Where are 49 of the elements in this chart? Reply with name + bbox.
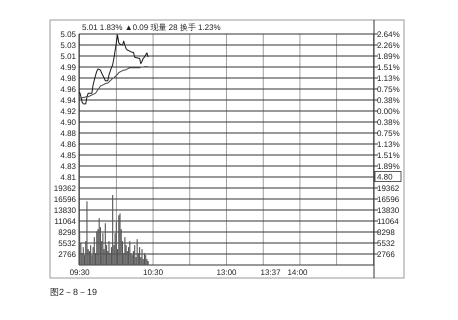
y-tick-label: 4.99: [60, 63, 77, 72]
y2-tick-label: 0.38%: [377, 96, 400, 105]
y-tick-label: 2766: [58, 250, 77, 259]
x-tick-label: 13:00: [216, 268, 238, 277]
y-tick-label: 4.83: [60, 162, 77, 171]
y-tick-label: 4.81: [60, 173, 77, 182]
y-tick-label: 4.86: [60, 140, 77, 149]
x-tick-label: 10:30: [143, 268, 164, 277]
y-tick-label: 19362: [54, 184, 77, 193]
y-tick-label: 11064: [54, 217, 77, 226]
y2-tick-label: 1.51%: [377, 62, 400, 72]
y2-tick-label: 19362: [377, 184, 400, 193]
y-tick-label: 4.92: [60, 107, 77, 116]
y2-tick-label: 0.00%: [377, 107, 400, 116]
caption: 图2－8－19: [50, 287, 98, 297]
y2-tick-label: 0.38%: [377, 118, 400, 128]
y-tick-label: 4.94: [60, 96, 77, 106]
y2-tick-label: 2.64%: [377, 30, 400, 39]
y2-tick-label: 1.89%: [377, 52, 400, 61]
y-tick-label: 4.98: [60, 74, 77, 84]
y-tick-label: 4.96: [60, 85, 77, 94]
y-tick-label: 5.05: [60, 30, 77, 40]
y2-tick-label: 11064: [377, 217, 400, 226]
y2-tick-label: 1.51%: [377, 151, 400, 160]
x-tick-label: 14:00: [287, 268, 308, 277]
y-tick-label: 4.88: [60, 129, 77, 138]
y2-tick-label: 5532: [377, 239, 396, 248]
y-tick-label: 4.90: [60, 118, 77, 127]
y-tick-label: 5.03: [60, 41, 77, 50]
y2-tick-label: 13830: [377, 206, 400, 215]
chart-title: 5.01 1.83% ▲0.09 现量 28 换手 1.23%: [82, 23, 221, 32]
x-tick-label: 13:37: [260, 268, 282, 277]
y-tick-label: 4.85: [60, 151, 77, 160]
y-tick-label: 5.01: [60, 52, 77, 62]
y-tick-label: 16596: [54, 195, 77, 204]
x-tick-label: 09:30: [70, 268, 90, 277]
y2-tick-label: 16596: [377, 195, 400, 204]
y2-tick-label: 1.13%: [377, 140, 400, 150]
y2-tick-label: 1.89%: [377, 162, 400, 172]
y-tick-label: 13830: [54, 206, 77, 215]
y2-tick-label: 0.75%: [377, 85, 400, 94]
y-tick-label: 5532: [58, 239, 77, 248]
y2-tick-label: 0.75%: [377, 128, 400, 138]
y-tick-label: 8298: [58, 228, 77, 237]
y2-tick-label: 1.13%: [377, 74, 400, 84]
annotation: 4.80: [377, 172, 394, 182]
y2-tick-label: 8298: [377, 228, 396, 237]
y2-tick-label: 2766: [377, 250, 396, 259]
y2-tick-label: 2.26%: [377, 41, 400, 50]
